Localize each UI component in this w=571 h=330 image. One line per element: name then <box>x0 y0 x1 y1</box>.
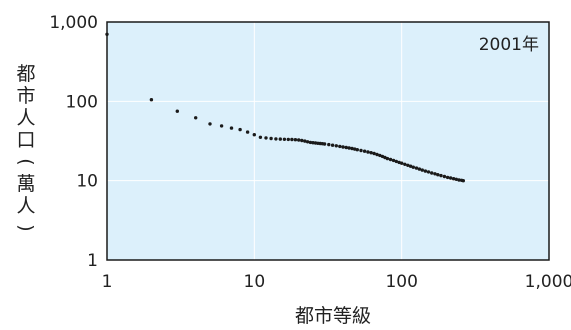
plot-frame <box>106 21 550 261</box>
year-annotation: 2001年 <box>479 35 539 55</box>
data-point <box>290 137 294 142</box>
y-axis-title-char: ) <box>15 224 37 231</box>
data-point <box>353 147 357 151</box>
data-point <box>238 127 242 132</box>
y-tick-label: 100 <box>66 92 98 112</box>
data-point <box>454 177 458 181</box>
data-point <box>439 173 443 178</box>
y-axis-title-char: ( <box>15 158 37 165</box>
data-point <box>305 140 310 144</box>
data-point <box>445 175 450 180</box>
data-point <box>278 137 282 141</box>
data-point <box>229 126 234 130</box>
x-axis-title: 都市等級 <box>295 305 371 327</box>
data-point <box>430 171 434 175</box>
data-point <box>461 179 465 183</box>
data-point <box>403 162 407 166</box>
data-point <box>391 158 396 163</box>
data-point <box>372 151 376 156</box>
y-axis-title-char: 都 <box>16 63 35 85</box>
data-point <box>330 143 335 147</box>
x-tick-label: 1 <box>102 272 113 292</box>
data-point <box>286 137 290 142</box>
x-axis-ticks: 1 10 100 1,000 <box>102 272 571 292</box>
y-axis-title-char: 萬 <box>16 173 35 195</box>
data-point <box>411 165 415 169</box>
grid-lines <box>107 22 549 260</box>
y-axis-title-char: 人 <box>16 195 35 217</box>
data-point <box>252 133 256 137</box>
data-point <box>341 145 345 149</box>
data-point <box>362 149 367 153</box>
x-tick-label: 1,000 <box>525 272 571 292</box>
data-point <box>293 138 298 142</box>
data-point <box>297 138 301 142</box>
data-point <box>366 150 370 154</box>
data-point <box>394 159 398 164</box>
y-tick-label: 10 <box>76 172 98 192</box>
data-point <box>400 161 404 165</box>
data-point <box>149 98 154 102</box>
data-point <box>245 130 250 134</box>
data-point <box>417 167 422 171</box>
data-point <box>219 124 224 128</box>
data-point <box>308 140 313 145</box>
data-point <box>338 144 342 149</box>
data-point <box>327 142 331 147</box>
y-tick-label: 1 <box>87 251 98 271</box>
data-point <box>359 148 363 153</box>
data-point <box>385 156 390 161</box>
data-point <box>194 116 198 120</box>
data-point <box>264 136 268 140</box>
data-point <box>347 146 351 150</box>
data-point <box>388 157 393 162</box>
data-point <box>448 176 453 180</box>
y-axis-ticks: 1 10 100 1,000 <box>49 13 98 271</box>
data-point <box>451 177 456 181</box>
data-point <box>300 138 304 143</box>
data-point <box>175 109 179 113</box>
data-points <box>105 32 465 183</box>
y-axis-title-char: 市 <box>16 85 35 107</box>
data-point <box>282 137 287 141</box>
data-point <box>397 160 401 165</box>
data-point <box>420 168 424 172</box>
data-point <box>375 152 379 157</box>
data-point <box>457 178 461 182</box>
data-point <box>378 153 382 158</box>
data-point <box>433 172 437 176</box>
y-axis-title-char: 口 <box>16 129 35 151</box>
y-axis-title-char: 人 <box>16 107 35 129</box>
data-point <box>426 170 431 174</box>
data-point <box>274 137 278 141</box>
data-point <box>355 148 359 152</box>
data-point <box>423 169 428 173</box>
data-point <box>369 151 373 155</box>
data-point <box>208 122 212 126</box>
data-point <box>311 141 315 145</box>
data-point <box>334 144 338 148</box>
data-point <box>414 166 419 170</box>
data-point <box>105 32 109 36</box>
data-point <box>442 174 447 179</box>
data-point <box>303 139 307 143</box>
x-tick-label: 10 <box>244 272 266 292</box>
plot-area <box>107 22 549 260</box>
x-tick-label: 100 <box>385 272 417 292</box>
data-point <box>344 145 348 150</box>
data-point <box>350 146 354 151</box>
data-point <box>269 136 273 141</box>
data-point <box>406 163 410 167</box>
data-point <box>322 142 327 146</box>
data-point <box>408 164 413 168</box>
y-tick-label: 1,000 <box>49 13 98 33</box>
data-point <box>436 173 440 177</box>
data-point <box>258 135 263 139</box>
